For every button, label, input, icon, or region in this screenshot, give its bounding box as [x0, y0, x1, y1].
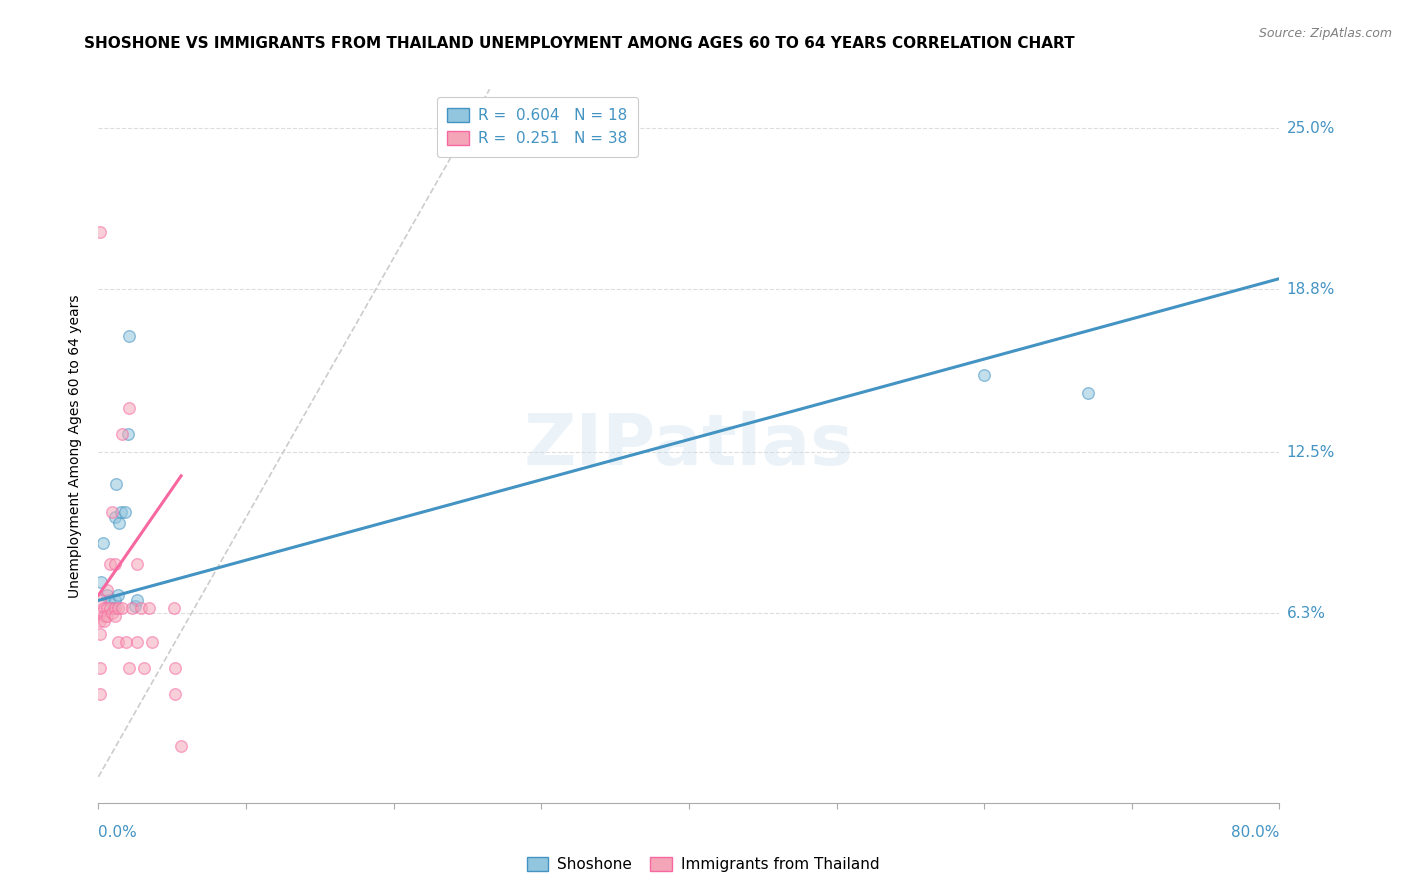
Point — [93, 601, 115, 615]
Point — [89, 593, 111, 607]
Text: 80.0%: 80.0% — [1232, 825, 1279, 840]
Point — [93, 609, 115, 624]
Point — [91, 536, 114, 550]
Point — [104, 601, 127, 615]
Point — [97, 593, 120, 607]
Point — [104, 557, 127, 571]
Text: 6.3%: 6.3% — [1286, 606, 1326, 621]
Point — [110, 505, 132, 519]
Point — [118, 328, 141, 343]
Point — [125, 635, 148, 649]
Legend: R =  0.604   N = 18, R =  0.251   N = 38: R = 0.604 N = 18, R = 0.251 N = 38 — [437, 97, 638, 157]
Point — [118, 401, 141, 416]
Point — [89, 661, 111, 675]
Text: ZIPatlas: ZIPatlas — [524, 411, 853, 481]
Point — [98, 557, 121, 571]
Point — [107, 588, 129, 602]
Point — [134, 661, 156, 675]
Point — [111, 427, 134, 442]
Point — [89, 627, 111, 641]
Text: Source: ZipAtlas.com: Source: ZipAtlas.com — [1258, 27, 1392, 40]
Point — [117, 427, 139, 442]
Text: 0.0%: 0.0% — [98, 825, 138, 840]
Point — [98, 601, 121, 615]
Point — [89, 614, 111, 628]
Point — [104, 510, 127, 524]
Point — [89, 687, 111, 701]
Point — [124, 599, 146, 613]
Point — [89, 607, 111, 621]
Point — [165, 687, 187, 701]
Text: 18.8%: 18.8% — [1286, 282, 1334, 296]
Point — [125, 593, 148, 607]
Point — [93, 614, 115, 628]
Point — [96, 582, 118, 597]
Point — [138, 601, 160, 615]
Point — [100, 607, 122, 621]
Point — [121, 601, 143, 615]
Point — [96, 609, 118, 624]
Point — [141, 635, 163, 649]
Point — [125, 557, 148, 571]
Point — [129, 601, 152, 615]
Point — [96, 588, 118, 602]
Point — [115, 635, 138, 649]
Point — [1077, 385, 1099, 400]
Point — [107, 601, 129, 615]
Point — [170, 739, 193, 753]
Y-axis label: Unemployment Among Ages 60 to 64 years: Unemployment Among Ages 60 to 64 years — [69, 294, 83, 598]
Point — [96, 601, 118, 615]
Legend: Shoshone, Immigrants from Thailand: Shoshone, Immigrants from Thailand — [519, 849, 887, 880]
Point — [111, 601, 134, 615]
Point — [104, 593, 127, 607]
Point — [163, 601, 186, 615]
Point — [90, 575, 112, 590]
Point — [104, 609, 127, 624]
Point — [89, 225, 111, 239]
Point — [973, 368, 995, 382]
Point — [105, 476, 128, 491]
Point — [100, 505, 122, 519]
Point — [118, 661, 141, 675]
Point — [107, 635, 129, 649]
Text: SHOSHONE VS IMMIGRANTS FROM THAILAND UNEMPLOYMENT AMONG AGES 60 TO 64 YEARS CORR: SHOSHONE VS IMMIGRANTS FROM THAILAND UNE… — [84, 36, 1076, 51]
Text: 12.5%: 12.5% — [1286, 445, 1334, 460]
Point — [108, 516, 131, 530]
Point — [103, 601, 125, 615]
Point — [165, 661, 187, 675]
Point — [114, 505, 136, 519]
Text: 25.0%: 25.0% — [1286, 120, 1334, 136]
